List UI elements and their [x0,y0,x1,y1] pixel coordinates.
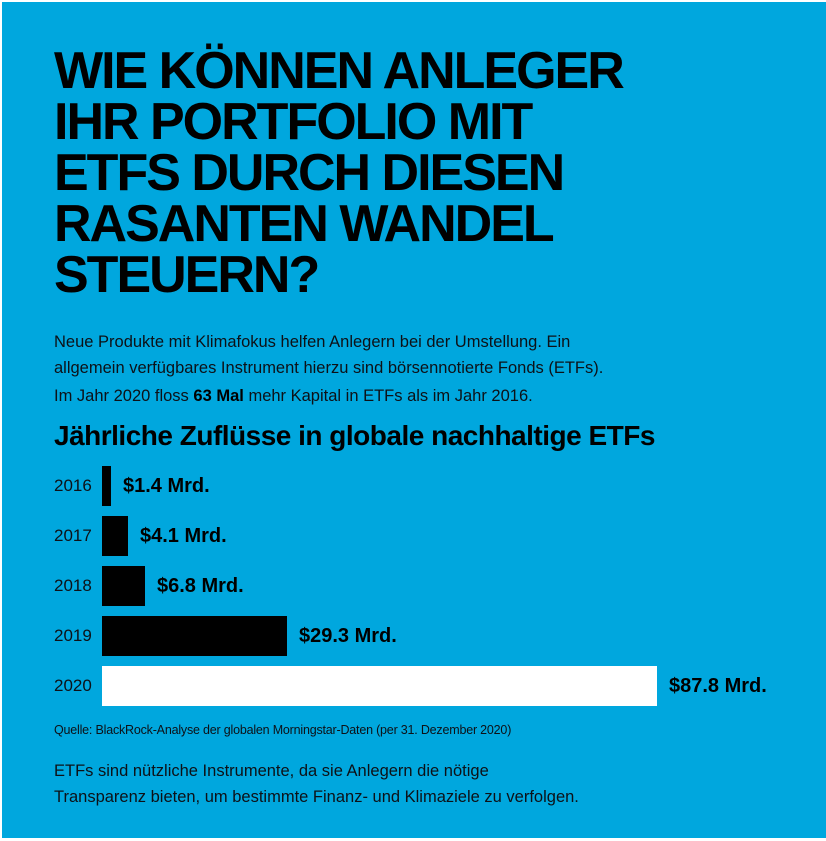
intro-line: Neue Produkte mit Klimafokus helfen Anle… [54,333,571,351]
headline-line: RASANTEN WANDEL [54,195,555,253]
headline: WIE KÖNNEN ANLEGER IHR PORTFOLIO MIT ETF… [54,42,770,304]
bar-value-label: $87.8 Mrd. [669,674,767,697]
chart-row-2018: 2018 $6.8 Mrd. [54,566,770,606]
intro-paragraph: Neue Produkte mit Klimafokus helfen Anle… [54,329,770,381]
year-label: 2018 [54,576,92,595]
bar-2016 [102,466,111,506]
bar-2017 [102,516,128,556]
key-fact-sentence: Im Jahr 2020 floss 63 Mal mehr Kapital i… [54,383,770,409]
chart-row-2017: 2017 $4.1 Mrd. [54,516,770,556]
bar-chart: 2016 $1.4 Mrd. 2017 $4.1 Mrd. 2018 $6.8 Mrd. 2… [54,466,770,706]
year-label: 2020 [54,676,92,695]
closing-line: Transparenz bieten, um bestimmte Finanz-… [54,788,579,806]
year-label: 2019 [54,626,92,645]
bar-value-label: $1.4 Mrd. [123,474,210,497]
key-fact-prefix: Im Jahr 2020 floss [54,387,194,405]
bar-value-label: $6.8 Mrd. [157,574,244,597]
bar-2019 [102,616,287,656]
headline-line: ETFS DURCH DIESEN [54,144,565,202]
chart-row-2020: 2020 $87.8 Mrd. [54,666,770,706]
headline-line: WIE KÖNNEN ANLEGER [54,42,625,100]
year-label: 2017 [54,526,92,545]
closing-paragraph: ETFs sind nützliche Instrumente, da sie … [54,758,770,810]
chart-title: Jährliche Zuflüsse in globale nachhaltig… [54,420,655,451]
chart-row-2019: 2019 $29.3 Mrd. [54,616,770,656]
bar-value-label: $29.3 Mrd. [299,624,397,647]
closing-line: ETFs sind nützliche Instrumente, da sie … [54,762,489,780]
bar-2018 [102,566,145,606]
headline-line: IHR PORTFOLIO MIT [54,93,533,151]
key-fact-suffix: mehr Kapital in ETFs als im Jahr 2016. [243,387,533,405]
key-fact-bold-figure: 63 Mal [193,387,244,405]
intro-line: allgemein verfügbares Instrument hierzu … [54,359,604,377]
year-label: 2016 [54,476,92,495]
headline-line: STEUERN? [54,246,320,304]
bar-2020-highlighted [102,666,657,706]
bar-value-label: $4.1 Mrd. [140,524,227,547]
chart-row-2016: 2016 $1.4 Mrd. [54,466,770,506]
chart-source-note: Quelle: BlackRock-Analyse der globalen M… [54,723,512,737]
